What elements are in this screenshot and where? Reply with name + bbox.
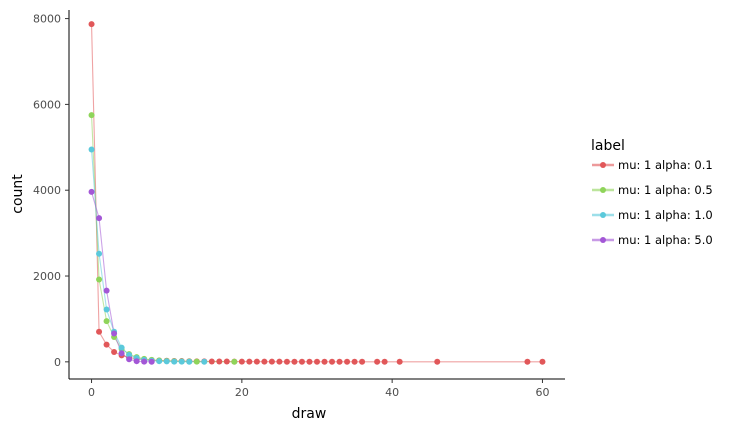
data-point [298,358,305,365]
legend-label: mu: 1 alpha: 0.1 [618,158,713,172]
y-tick-label: 6000 [33,98,61,111]
data-point [118,344,125,351]
legend-label: mu: 1 alpha: 0.5 [618,183,713,197]
data-point [396,358,403,365]
data-point [291,358,298,365]
y-tick-label: 8000 [33,13,61,26]
data-point [126,356,133,363]
data-point [171,358,178,365]
data-point [359,358,366,365]
data-point [126,351,133,358]
data-point [163,358,170,365]
x-axis-ticks: 0 20 40 60 [88,379,549,399]
y-tick-label: 2000 [33,270,61,283]
series-line [91,149,205,363]
data-point [246,358,253,365]
data-point [118,350,125,357]
data-point [253,358,260,365]
data-point [223,358,230,365]
x-tick-label: 20 [235,386,249,399]
x-tick-label: 0 [88,386,95,399]
data-point [111,330,118,337]
data-point [88,112,95,119]
data-point [193,358,200,365]
series-line [91,24,543,363]
data-point [186,358,193,365]
data-point [96,276,103,283]
data-point [434,358,441,365]
data-point [96,328,103,335]
data-point [524,358,531,365]
legend-key-point [600,212,606,218]
plot-area [88,21,546,365]
data-point [103,306,110,313]
x-axis-title: draw [292,406,327,422]
data-point [238,358,245,365]
data-point [374,358,381,365]
data-point [133,358,140,365]
data-point [208,358,215,365]
legend-key-point [600,187,606,193]
data-point [96,250,103,257]
x-tick-label: 60 [535,386,549,399]
data-point [306,358,313,365]
data-point [96,215,103,222]
data-point [351,358,358,365]
data-point [261,358,268,365]
data-point [178,358,185,365]
data-point [148,358,155,365]
legend: label mu: 1 alpha: 0.1 mu: 1 alpha: 0.5 mu… [591,138,713,247]
data-point [539,358,546,365]
data-point [314,358,320,365]
data-point [276,358,283,365]
data-point [321,358,328,365]
data-point [111,348,118,355]
data-point [216,358,223,365]
data-point [336,358,343,365]
data-point [88,188,95,195]
legend-key-point [600,237,606,243]
y-tick-label: 0 [54,356,61,369]
data-point [88,21,95,28]
data-point [344,358,351,365]
data-point [103,341,110,348]
legend-key-point [600,162,606,168]
y-tick-label: 4000 [33,184,61,197]
y-axis-ticks: 0 2000 4000 6000 8000 [33,13,69,369]
data-point [268,358,275,365]
legend-label: mu: 1 alpha: 1.0 [618,208,713,222]
data-point [329,358,336,365]
data-point [201,358,208,365]
data-point [381,358,388,365]
y-axis-title: count [10,174,26,214]
legend-label: mu: 1 alpha: 5.0 [618,233,713,247]
data-point [231,358,238,365]
data-point [88,146,95,153]
data-point [103,318,110,325]
data-point [141,358,148,365]
data-point [283,358,290,365]
legend-title: label [591,138,625,154]
x-tick-label: 40 [385,386,399,399]
data-point [103,287,110,294]
data-point [156,358,163,365]
